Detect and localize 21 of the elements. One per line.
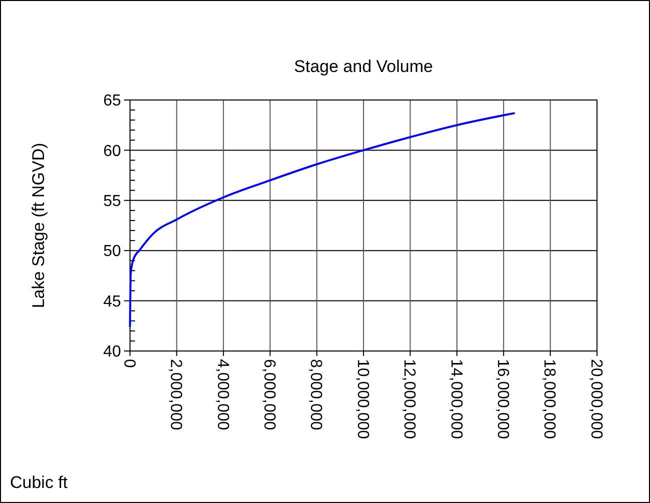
y-tick-label: 55 [103, 193, 122, 210]
y-tick-label: 50 [103, 243, 122, 260]
y-tick-label: 60 [103, 142, 122, 160]
x-tick-label: 18,000,000 [540, 359, 558, 440]
x-tick-label: 14,000,000 [447, 359, 464, 440]
line-series [129, 112, 516, 328]
x-tick-label: 16,000,000 [494, 359, 511, 440]
x-tick-label: 8,000,000 [307, 359, 324, 430]
x-tick-label: 12,000,000 [400, 359, 418, 440]
x-axis-title: Cubic ft [10, 473, 68, 492]
x-tick-label: 20,000,000 [587, 359, 604, 440]
x-tick-label: 6,000,000 [260, 359, 278, 430]
x-tick-label: 10,000,000 [354, 359, 371, 440]
x-tick-label: 2,000,000 [167, 359, 184, 430]
chart-title: Stage and Volume [294, 57, 433, 76]
x-tick-label: 4,000,000 [214, 359, 231, 430]
y-tick-label: 40 [103, 344, 122, 361]
y-axis-title: Lake Stage (ft NGVD) [29, 142, 48, 308]
y-tick-label: 45 [103, 293, 122, 310]
x-tick-label: 0 [120, 359, 138, 368]
y-tick-label: 65 [103, 92, 122, 110]
